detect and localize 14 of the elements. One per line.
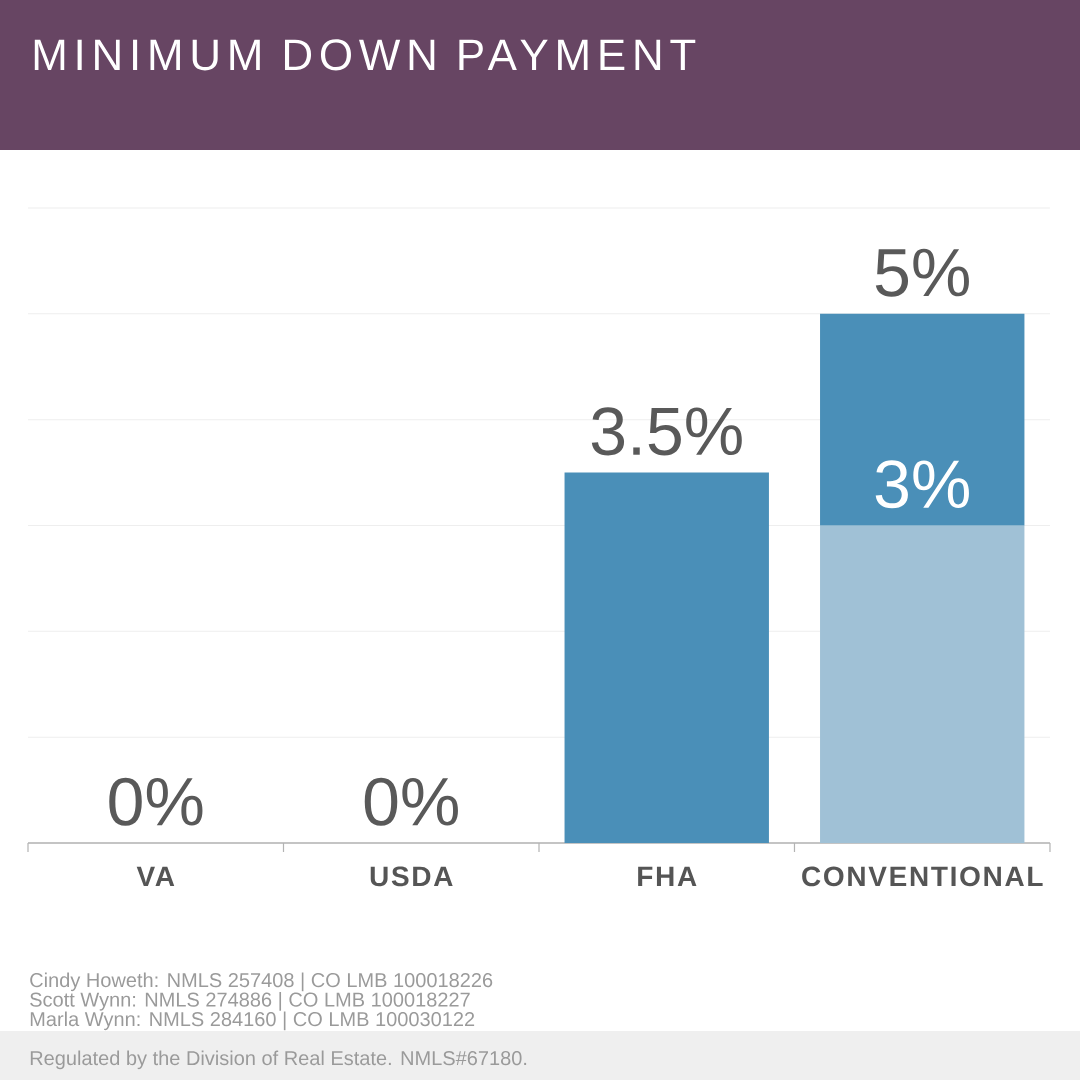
chart-title: MINIMUM DOWN PAYMENT <box>34 39 696 71</box>
text: Cindy Howeth: NMLS 257408 | CO LMB 100018226 <box>30 972 493 992</box>
data-label: 3% <box>875 460 969 509</box>
total-label: 5% <box>875 248 969 297</box>
data-label: 3.5% <box>591 407 742 456</box>
x-tick-label: FHA <box>638 866 697 886</box>
text: Marla Wynn: NMLS 284160 | CO LMB 100030122 <box>30 1011 475 1031</box>
x-tick-label: VA <box>136 866 175 886</box>
data-label: 0% <box>364 777 458 826</box>
text: Regulated by the Division of Real Estate. NMLS#67180. <box>30 1050 527 1070</box>
x-tick-label: CONVENTIONAL <box>802 866 1043 887</box>
data-label: 0% <box>109 777 203 826</box>
text: Scott Wynn: NMLS 274886 | CO LMB 100018227 <box>30 992 470 1011</box>
x-tick-label: USDA <box>370 866 453 887</box>
